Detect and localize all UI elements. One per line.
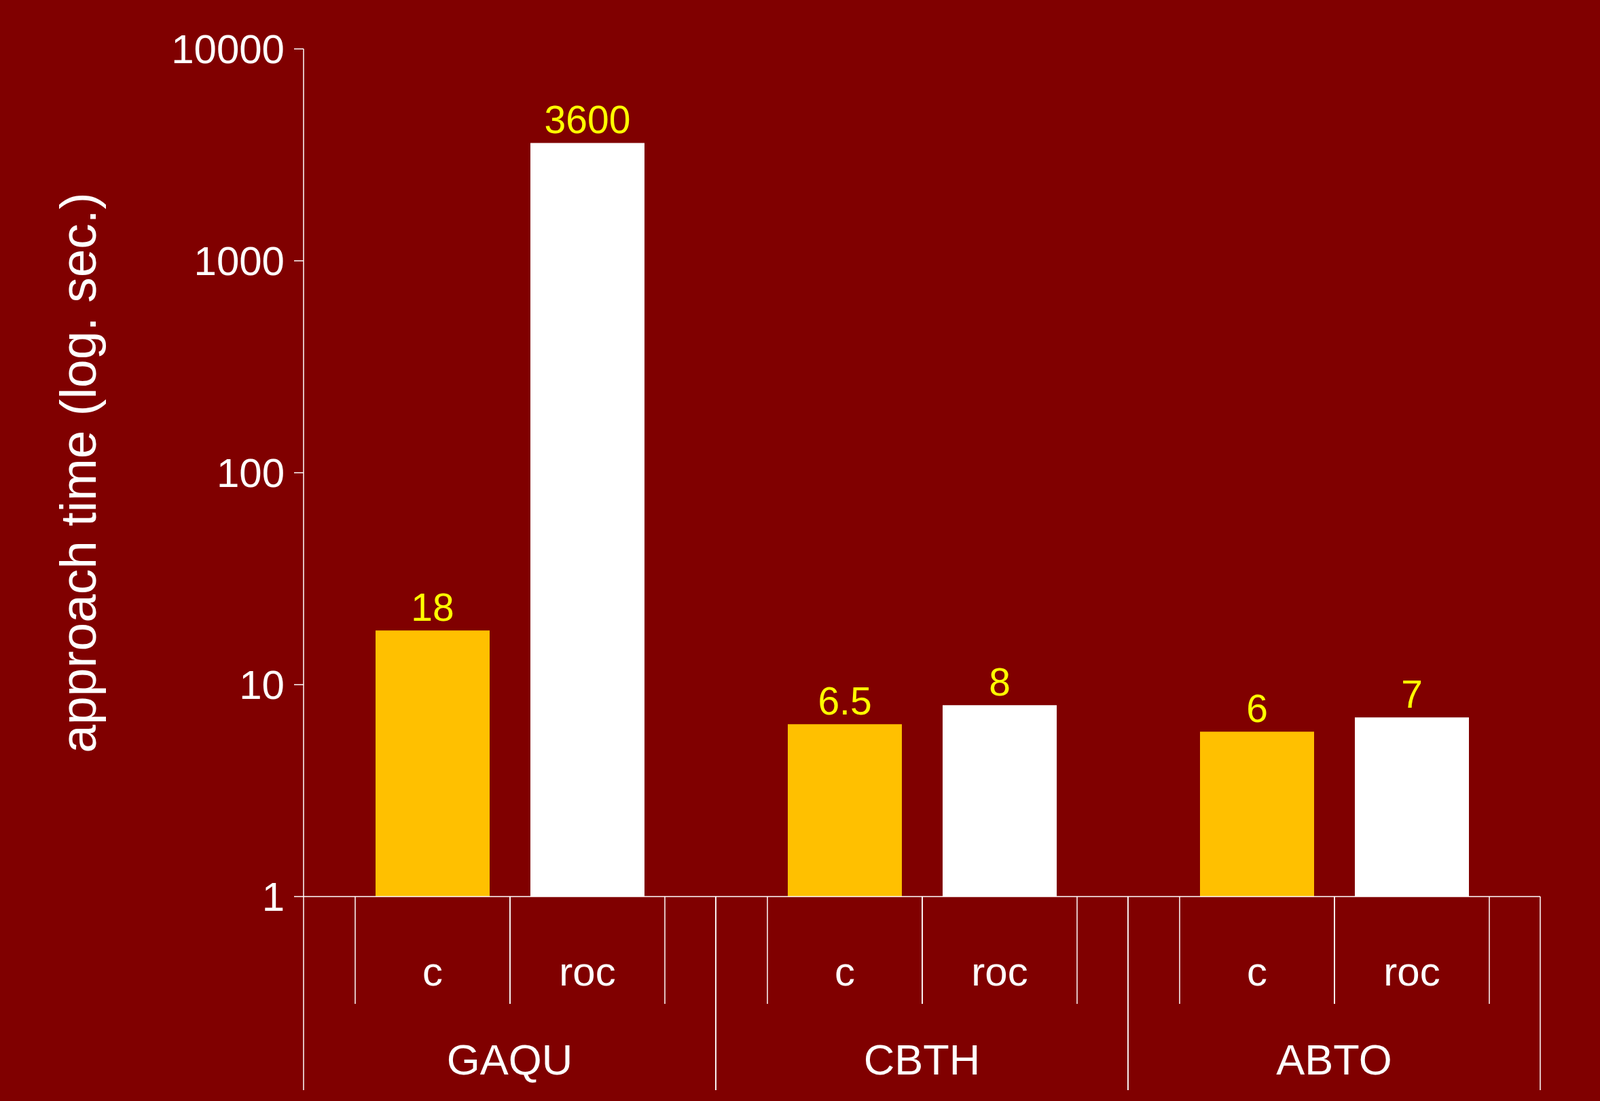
svg-text:c: c [834,948,856,995]
svg-text:8: 8 [988,660,1011,704]
svg-text:6.5: 6.5 [817,679,872,723]
svg-text:1000: 1000 [194,238,285,284]
svg-text:ABTO: ABTO [1276,1035,1392,1084]
svg-text:approach time (log. sec.): approach time (log. sec.) [49,192,107,753]
svg-text:roc: roc [971,948,1028,995]
svg-text:3600: 3600 [544,97,631,142]
svg-text:7: 7 [1401,672,1423,716]
svg-text:c: c [422,948,443,995]
svg-text:6: 6 [1246,686,1268,731]
svg-text:roc: roc [558,948,616,995]
svg-text:GAQU: GAQU [446,1035,574,1084]
svg-text:10000: 10000 [171,26,285,72]
svg-text:18: 18 [410,585,454,629]
svg-text:100: 100 [216,450,285,496]
svg-text:1: 1 [262,874,285,920]
svg-text:10: 10 [239,662,285,708]
svg-text:roc: roc [1383,948,1440,995]
svg-text:c: c [1246,948,1268,995]
svg-text:CBTH: CBTH [863,1035,981,1084]
